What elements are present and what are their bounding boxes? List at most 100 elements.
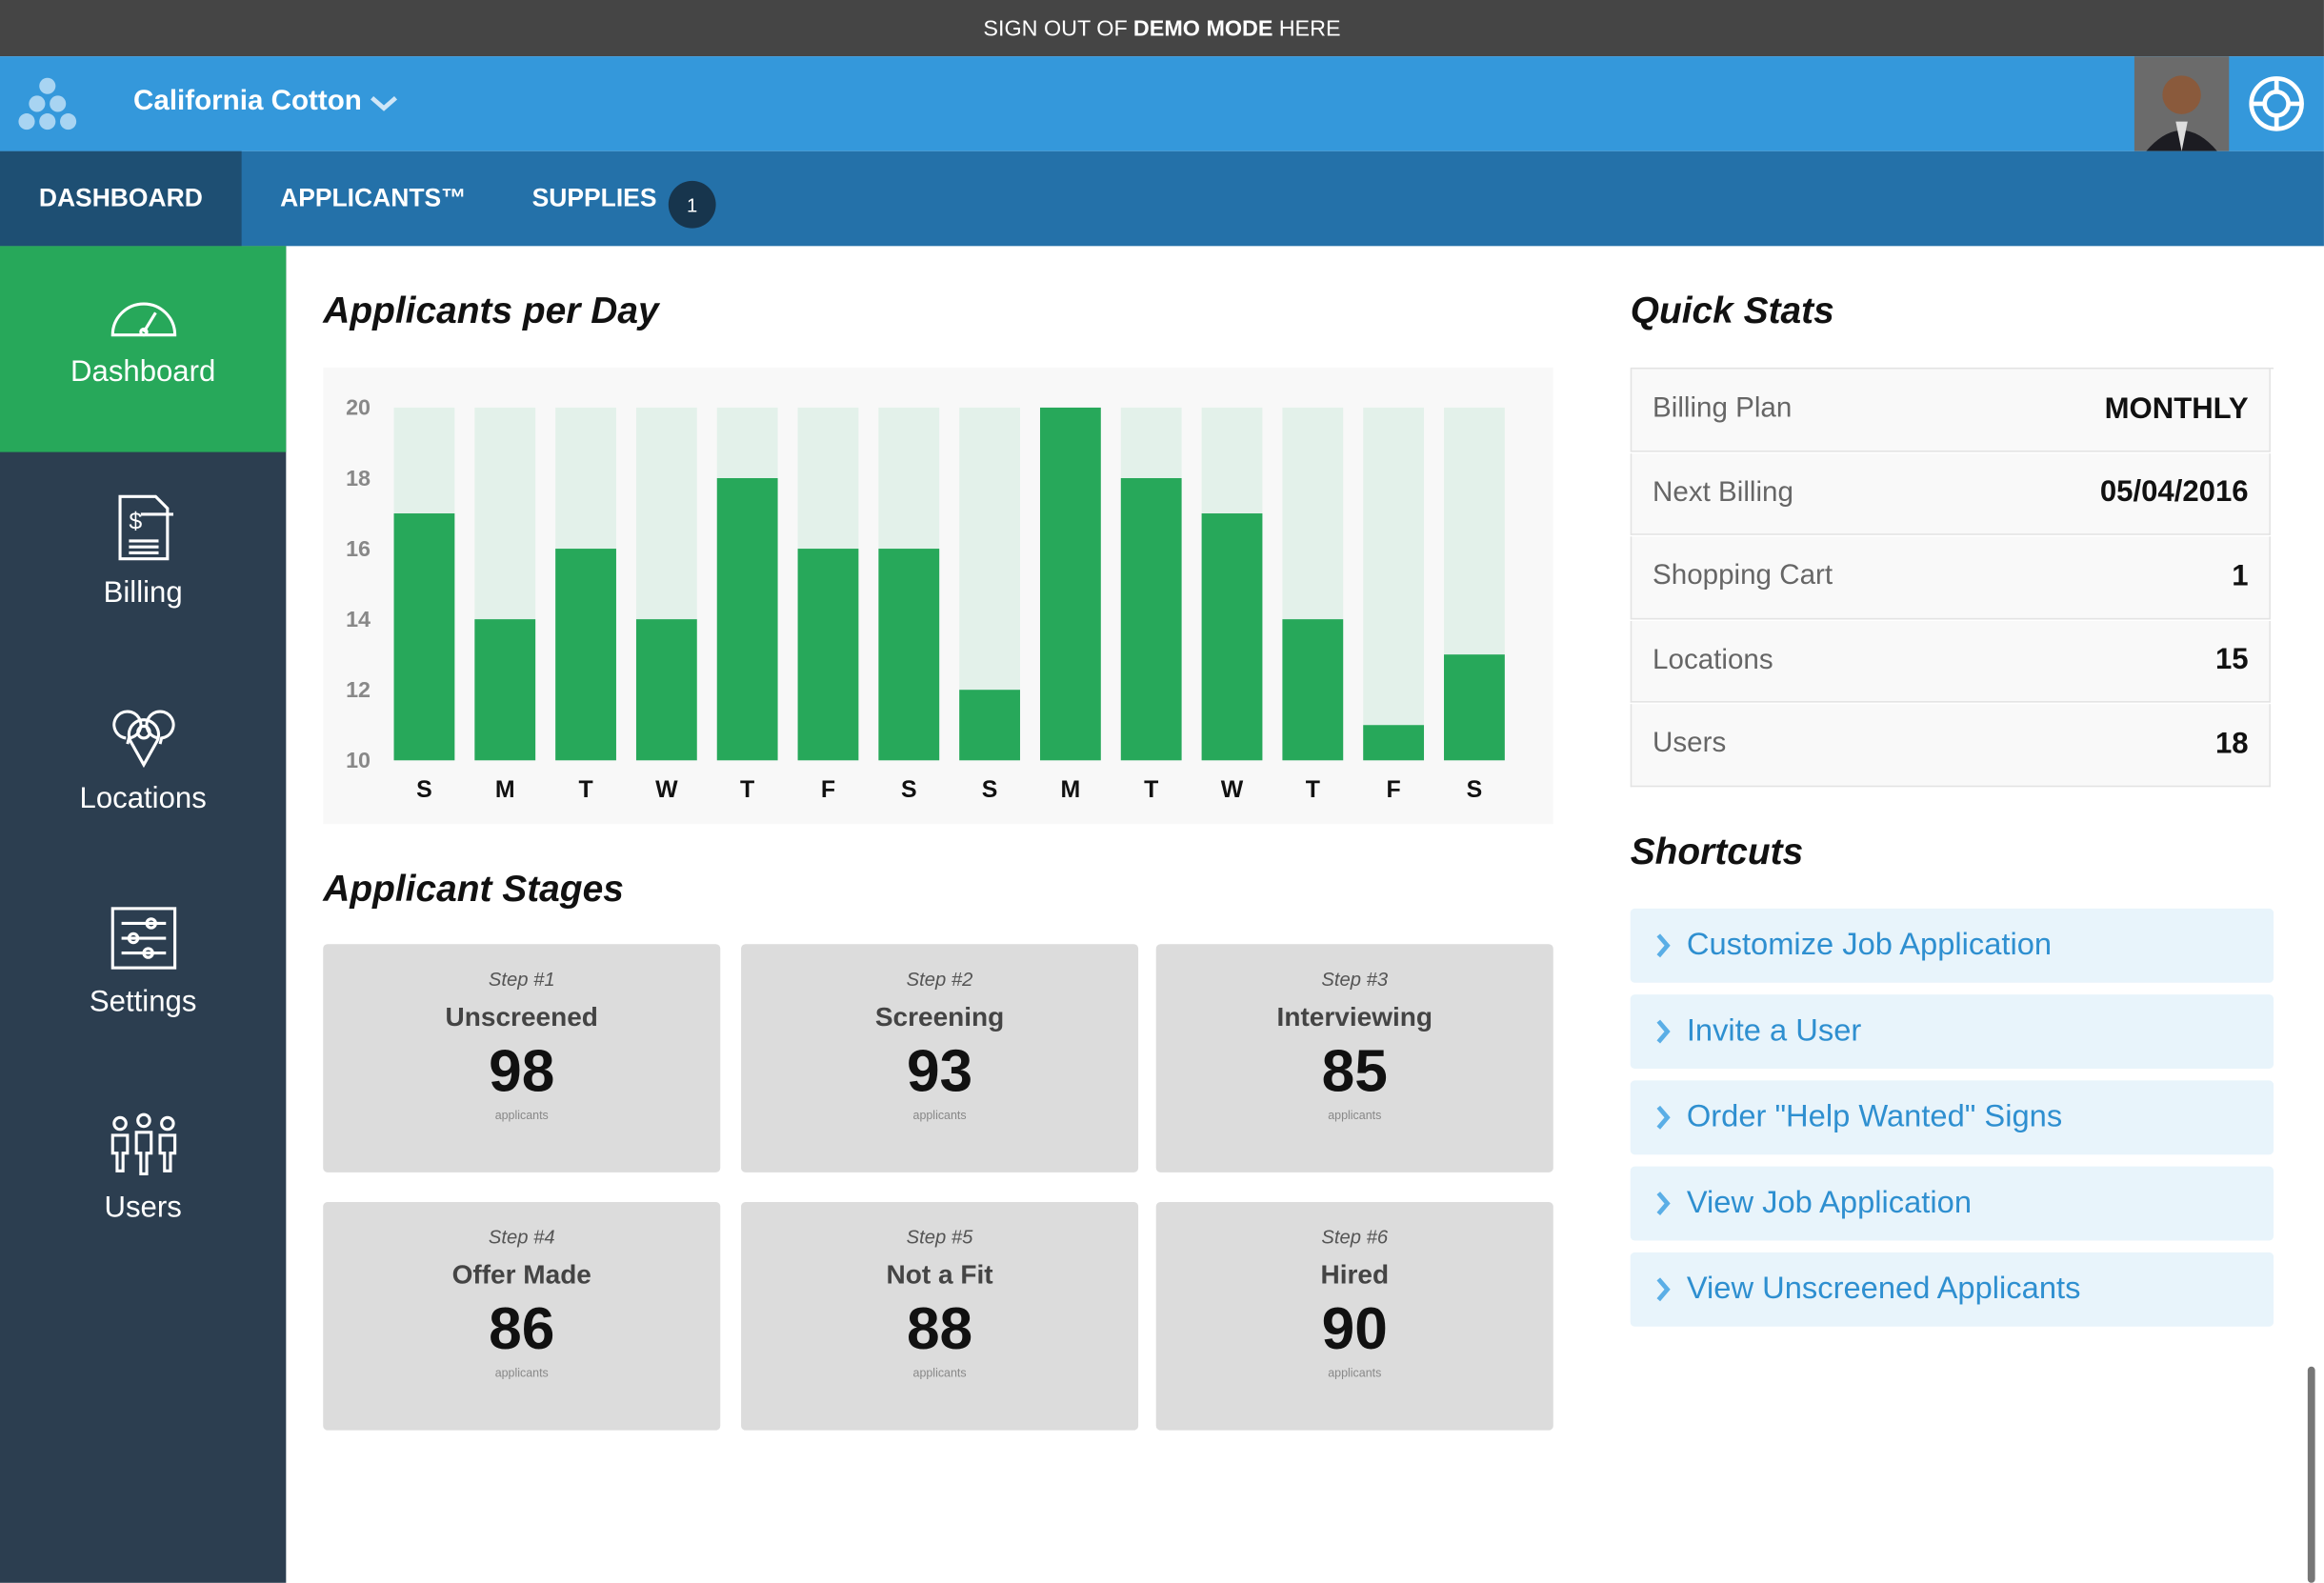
side-item[interactable]: Settings — [0, 864, 286, 1070]
y-tick-label: 16 — [346, 536, 371, 561]
badge: 1 — [668, 180, 716, 229]
x-tick-label: F — [821, 776, 835, 803]
shortcut-label[interactable]: Invite a User — [1686, 1013, 1862, 1049]
stage-name: Offer Made — [451, 1259, 591, 1290]
stat-row: Next Billing 05/04/2016 — [1630, 452, 2271, 535]
nav-item[interactable]: SUPPLIES — [531, 183, 657, 212]
side-label[interactable]: Users — [104, 1192, 182, 1225]
x-tick-label: S — [982, 776, 998, 803]
stage-card[interactable]: Step #2 Screening 93 applicants — [741, 944, 1139, 1172]
side-label[interactable]: Billing — [103, 576, 183, 610]
shortcut-label[interactable]: View Job Application — [1686, 1185, 1973, 1220]
side-label[interactable]: Settings — [89, 985, 197, 1019]
stat-row: Users 18 — [1630, 704, 2271, 787]
stage-name: Interviewing — [1276, 1001, 1432, 1032]
y-tick-label: 10 — [346, 748, 371, 772]
step-label: Step #6 — [1321, 1225, 1389, 1249]
step-label: Step #2 — [906, 968, 973, 991]
stage-name: Unscreened — [445, 1001, 598, 1032]
stage-card[interactable]: Step #6 Hired 90 applicants — [1155, 1201, 1553, 1431]
bar — [1282, 619, 1344, 761]
stat-row: Billing Plan MONTHLY — [1630, 369, 2271, 451]
stage-count: 90 — [1321, 1296, 1388, 1363]
shortcut-label[interactable]: View Unscreened Applicants — [1686, 1272, 2081, 1306]
stage-count: 88 — [906, 1296, 973, 1363]
bar — [393, 513, 455, 761]
stage-count: 86 — [489, 1296, 555, 1363]
side-item[interactable]: Locations — [0, 658, 286, 864]
shortcut-label[interactable]: Order "Help Wanted" Signs — [1686, 1099, 2063, 1134]
stage-card[interactable]: Step #1 Unscreened 98 applicants — [323, 944, 721, 1172]
stage-unit: applicants — [494, 1366, 549, 1380]
stage-unit: applicants — [494, 1108, 549, 1122]
shortcut[interactable]: View Job Application — [1630, 1166, 2274, 1241]
stage-card[interactable]: Step #3 Interviewing 85 applicants — [1155, 944, 1553, 1172]
stage-count: 85 — [1321, 1038, 1388, 1105]
section-title: Shortcuts — [1630, 831, 1804, 873]
scrollbar[interactable] — [2307, 1366, 2315, 1583]
side-item[interactable]: Dashboard — [0, 246, 287, 452]
nav-item[interactable]: APPLICANTS™ — [280, 183, 467, 212]
bar — [1363, 725, 1425, 761]
stat-value: 1 — [2232, 559, 2249, 593]
shortcut[interactable]: Invite a User — [1630, 994, 2274, 1069]
stat-label: Users — [1653, 728, 1727, 760]
shortcut[interactable]: View Unscreened Applicants — [1630, 1252, 2274, 1327]
side-label[interactable]: Locations — [79, 782, 207, 815]
x-tick-label: T — [578, 776, 592, 803]
stage-name: Not a Fit — [886, 1259, 993, 1290]
side-item[interactable]: $ Billing — [0, 452, 286, 658]
bar — [959, 690, 1020, 761]
chevron — [1656, 1105, 1671, 1130]
avatar[interactable] — [2134, 56, 2230, 151]
nav-item[interactable]: DASHBOARD — [0, 150, 242, 247]
bar — [474, 619, 536, 761]
bar — [555, 549, 616, 761]
dropdown-chevron[interactable] — [369, 93, 398, 114]
x-tick-label: T — [1306, 776, 1320, 803]
shortcut-label[interactable]: Customize Job Application — [1686, 928, 2053, 962]
x-tick-label: T — [740, 776, 754, 803]
help-icon[interactable] — [2245, 72, 2307, 134]
x-tick-label: S — [901, 776, 917, 803]
step-label: Step #5 — [906, 1225, 973, 1249]
banner-text[interactable]: HERE — [1278, 15, 1341, 41]
stage-unit: applicants — [1328, 1108, 1382, 1122]
stat-row: Locations 15 — [1630, 620, 2271, 703]
x-tick-label: M — [495, 776, 515, 803]
demo-banner[interactable]: SIGN OUT OF DEMO MODE HERE — [0, 0, 2324, 57]
company-name[interactable]: California Cotton — [133, 86, 362, 117]
banner-strong[interactable]: DEMO MODE — [1132, 15, 1273, 41]
stat-label: Billing Plan — [1653, 392, 1793, 425]
stage-card[interactable]: Step #5 Not a Fit 88 applicants — [741, 1201, 1139, 1431]
shortcut[interactable]: Customize Job Application — [1630, 908, 2274, 983]
side-label[interactable]: Dashboard — [70, 355, 216, 389]
stat-value: 05/04/2016 — [2099, 475, 2249, 510]
shortcut[interactable]: Order "Help Wanted" Signs — [1630, 1080, 2274, 1155]
bar — [1120, 477, 1182, 761]
bar — [1039, 407, 1101, 761]
header: California Cotton — [0, 56, 2324, 151]
stage-count: 93 — [906, 1038, 973, 1105]
stat-value: 15 — [2214, 643, 2249, 676]
icon — [110, 302, 176, 337]
side-item[interactable]: Users — [0, 1071, 286, 1276]
banner-text[interactable]: SIGN OUT OF — [983, 15, 1128, 41]
bar-track — [1363, 407, 1425, 761]
stat-label: Shopping Cart — [1653, 560, 1833, 592]
stats-table-top — [1630, 367, 2274, 370]
stat-label: Locations — [1653, 644, 1773, 676]
y-tick-label: 18 — [346, 466, 371, 491]
bar — [716, 477, 778, 761]
x-tick-label: W — [1221, 776, 1244, 803]
stat-label: Next Billing — [1653, 476, 1793, 509]
stat-value: MONTHLY — [2104, 391, 2249, 426]
stage-card[interactable]: Step #4 Offer Made 86 applicants — [323, 1201, 721, 1431]
icon — [110, 907, 176, 970]
logo[interactable] — [18, 77, 77, 130]
y-tick-label: 12 — [346, 677, 371, 702]
stage-unit: applicants — [1328, 1366, 1382, 1380]
section-title: Quick Stats — [1630, 290, 1834, 332]
